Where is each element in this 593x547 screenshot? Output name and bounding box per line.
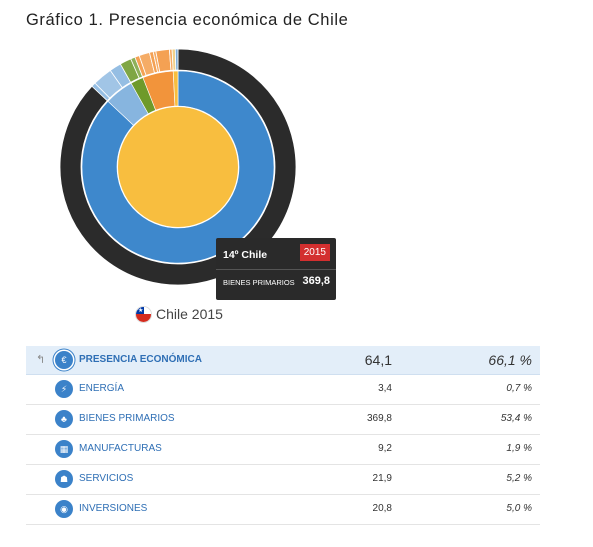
- row-value: 369,8: [366, 413, 392, 424]
- page-title: Gráfico 1. Presencia económica de Chile: [26, 11, 349, 29]
- wheat-icon: ♣: [55, 410, 73, 428]
- row-value: 20,8: [372, 503, 392, 514]
- tooltip: 14º Chile 2015 BIENES PRIMARIOS 369,8: [216, 238, 336, 300]
- row-share: 1,9 %: [506, 443, 532, 454]
- row-value: 64,1: [364, 352, 392, 368]
- inner-segment-energia[interactable]: [172, 70, 179, 107]
- inner-segment-bienes-primarios[interactable]: [81, 70, 275, 264]
- tooltip-value: 369,8: [302, 275, 330, 287]
- row-share: 5,0 %: [506, 503, 532, 514]
- center-disc[interactable]: [118, 107, 238, 227]
- row-share: 5,2 %: [506, 473, 532, 484]
- euro-icon: €: [55, 351, 73, 369]
- outer-segment-energia-2[interactable]: [174, 48, 179, 71]
- row-share: 53,4 %: [500, 413, 532, 424]
- collapse-arrow-icon[interactable]: ↰: [36, 354, 46, 366]
- services-icon: ☗: [55, 470, 73, 488]
- tooltip-category: BIENES PRIMARIOS: [223, 278, 295, 287]
- table-row-energia[interactable]: ⚡ ENERGÍA 3,4 0,7 %: [26, 375, 540, 405]
- tooltip-year-badge: 2015: [299, 244, 330, 261]
- table-row-servicios[interactable]: ☗ SERVICIOS 21,9 5,2 %: [26, 465, 540, 495]
- economic-presence-table: ↰ € PRESENCIA ECONÓMICA 64,1 66,1 % ⚡ EN…: [26, 346, 540, 525]
- tooltip-divider: [216, 269, 336, 270]
- factory-icon: ▦: [55, 440, 73, 458]
- table-header-row[interactable]: ↰ € PRESENCIA ECONÓMICA 64,1 66,1 %: [26, 346, 540, 375]
- table-row-bienes-primarios[interactable]: ♣ BIENES PRIMARIOS 369,8 53,4 %: [26, 405, 540, 435]
- sunburst-chart[interactable]: [0, 0, 593, 340]
- table-row-inversiones[interactable]: ◉ INVERSIONES 20,8 5,0 %: [26, 495, 540, 525]
- outer-ring: [59, 48, 297, 286]
- row-value: 21,9: [372, 473, 392, 484]
- row-share: 66,1 %: [488, 352, 532, 368]
- tooltip-rank: 14º Chile: [223, 249, 268, 261]
- row-name: BIENES PRIMARIOS: [79, 413, 175, 424]
- energy-icon: ⚡: [55, 380, 73, 398]
- row-share: 0,7 %: [506, 383, 532, 394]
- legend-item[interactable]: ★ Chile 2015: [135, 303, 223, 325]
- row-value: 3,4: [378, 383, 392, 394]
- row-name: INVERSIONES: [79, 503, 148, 514]
- inner-ring: [81, 70, 275, 264]
- row-name: PRESENCIA ECONÓMICA: [79, 354, 202, 365]
- row-name: MANUFACTURAS: [79, 443, 162, 454]
- row-name: SERVICIOS: [79, 473, 134, 484]
- legend-label: Chile 2015: [156, 306, 223, 322]
- investment-icon: ◉: [55, 500, 73, 518]
- chile-flag-icon: ★: [135, 305, 152, 323]
- table-row-manufacturas[interactable]: ▦ MANUFACTURAS 9,2 1,9 %: [26, 435, 540, 465]
- row-name: ENERGÍA: [79, 383, 125, 394]
- row-value: 9,2: [378, 443, 392, 454]
